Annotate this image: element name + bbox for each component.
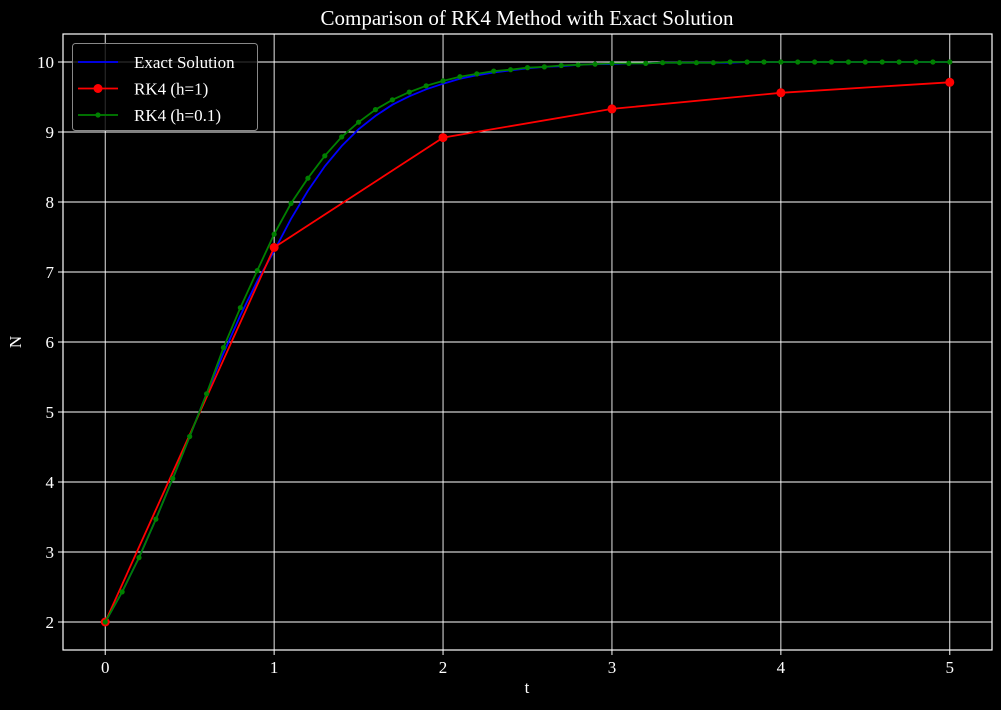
data-point bbox=[187, 433, 193, 440]
y-tick-label: 2 bbox=[46, 613, 55, 632]
data-point bbox=[406, 89, 412, 95]
data-point bbox=[372, 107, 379, 113]
data-point bbox=[845, 59, 852, 65]
y-axis-label: N bbox=[6, 336, 25, 348]
data-point bbox=[491, 68, 497, 74]
legend-box bbox=[72, 43, 258, 131]
data-point bbox=[592, 61, 598, 67]
data-point bbox=[626, 60, 632, 66]
data-point bbox=[945, 77, 955, 87]
series-layer bbox=[100, 59, 955, 627]
x-axis-label: t bbox=[525, 678, 530, 697]
x-tick-label: 1 bbox=[270, 658, 279, 677]
data-point bbox=[440, 78, 446, 84]
legend-label: RK4 (h=0.1) bbox=[134, 106, 221, 125]
legend-label: Exact Solution bbox=[134, 53, 235, 72]
data-point bbox=[237, 305, 243, 311]
y-tick-label: 6 bbox=[46, 333, 55, 352]
data-point bbox=[389, 97, 395, 103]
data-point bbox=[269, 243, 279, 252]
y-tick-label: 7 bbox=[46, 263, 55, 282]
y-tick-label: 5 bbox=[46, 403, 55, 422]
data-point bbox=[305, 175, 311, 181]
data-point bbox=[607, 104, 617, 114]
data-point bbox=[254, 268, 260, 274]
data-point bbox=[778, 59, 784, 65]
data-point bbox=[558, 62, 564, 69]
data-point bbox=[896, 59, 902, 65]
data-point bbox=[812, 59, 818, 65]
data-point bbox=[474, 71, 480, 77]
axis-ticks: 0 1 2 3 4 5 2 3 4 5 6 7 8 9 10 bbox=[37, 53, 954, 677]
data-point bbox=[271, 231, 277, 237]
data-point bbox=[355, 119, 362, 125]
axes-frame bbox=[62, 33, 993, 651]
data-point bbox=[508, 67, 514, 73]
data-point bbox=[776, 88, 786, 98]
data-point bbox=[947, 59, 953, 65]
data-point bbox=[423, 83, 429, 89]
series-2 bbox=[102, 59, 953, 625]
legend-label: RK4 (h=1) bbox=[134, 80, 208, 99]
data-point bbox=[339, 134, 345, 140]
data-point bbox=[643, 60, 649, 66]
data-point bbox=[828, 59, 835, 65]
data-point bbox=[220, 345, 227, 351]
data-point bbox=[119, 589, 125, 595]
y-tick-label: 10 bbox=[37, 53, 54, 72]
y-tick-label: 4 bbox=[46, 473, 55, 492]
data-point bbox=[541, 64, 547, 70]
data-point bbox=[727, 59, 733, 65]
data-point bbox=[524, 65, 531, 71]
data-point bbox=[913, 59, 919, 65]
data-point bbox=[879, 59, 885, 65]
data-point bbox=[862, 59, 868, 65]
data-point bbox=[575, 62, 581, 68]
data-point bbox=[744, 59, 750, 65]
data-point bbox=[203, 391, 210, 397]
data-point bbox=[438, 133, 448, 143]
y-tick-label: 8 bbox=[46, 193, 55, 212]
legend: Exact Solution RK4 (h=1) RK4 (h=0.1) bbox=[72, 43, 258, 131]
data-point bbox=[761, 59, 767, 65]
y-tick-label: 3 bbox=[46, 543, 55, 562]
x-tick-label: 2 bbox=[439, 658, 448, 677]
data-point bbox=[170, 475, 176, 482]
data-point bbox=[322, 153, 328, 159]
x-tick-label: 3 bbox=[608, 658, 617, 677]
data-point bbox=[710, 60, 716, 66]
x-tick-label: 5 bbox=[946, 658, 955, 677]
data-point bbox=[930, 59, 936, 65]
data-point bbox=[660, 60, 666, 66]
x-tick-label: 0 bbox=[101, 658, 110, 677]
series-1 bbox=[100, 77, 955, 627]
data-point bbox=[102, 619, 108, 625]
data-point bbox=[136, 555, 142, 561]
y-tick-label: 9 bbox=[46, 123, 55, 142]
x-tick-label: 4 bbox=[777, 658, 786, 677]
data-point bbox=[609, 60, 615, 66]
data-point bbox=[676, 60, 683, 66]
data-point bbox=[795, 59, 801, 65]
chart-title: Comparison of RK4 Method with Exact Solu… bbox=[321, 6, 734, 30]
data-point bbox=[457, 74, 463, 80]
data-point bbox=[288, 200, 294, 206]
data-point bbox=[693, 60, 700, 66]
data-point bbox=[153, 516, 159, 522]
